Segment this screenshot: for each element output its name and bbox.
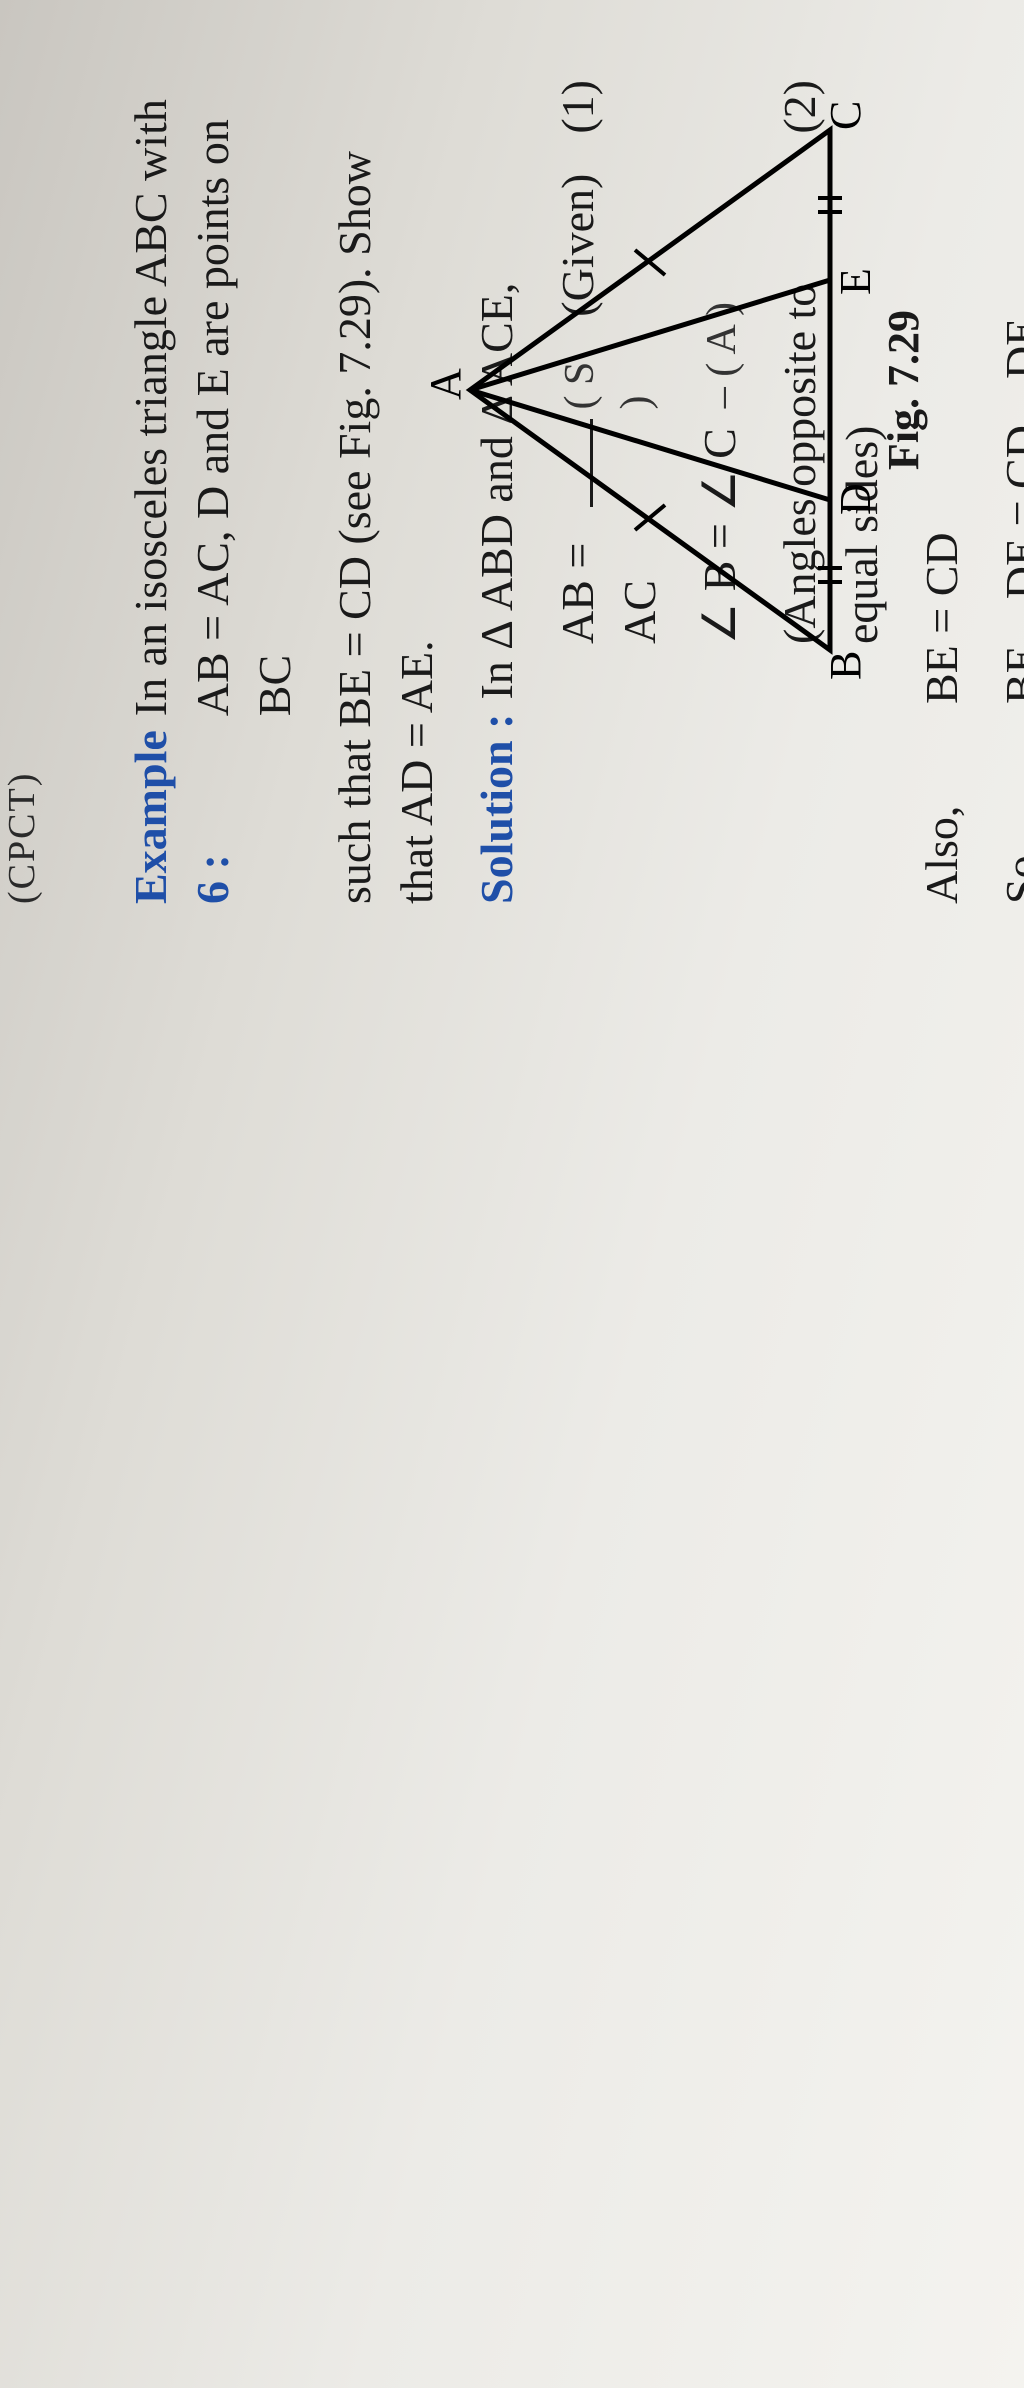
- vertex-d: D: [831, 483, 870, 515]
- vertex-e: E: [831, 268, 870, 295]
- vertex-a: A: [430, 368, 470, 400]
- cropped-top-line: (CPCT): [0, 0, 46, 1024]
- example-text-1: In an isosceles triangle ABC with AB = A…: [120, 80, 306, 716]
- edge-ae: [470, 280, 830, 390]
- figure-caption: Fig. 7.29: [878, 80, 929, 700]
- triangle-figure: A B C D E: [430, 90, 870, 690]
- example-line-1: Example 6 : In an isosceles triangle ABC…: [120, 80, 306, 904]
- example-label: Example 6 :: [120, 730, 244, 904]
- rotated-content: (CPCT) Example 6 : In an isosceles trian…: [0, 0, 1024, 1024]
- crop-text: (CPCT): [1, 772, 43, 904]
- vertex-b: B: [821, 651, 870, 680]
- so-label: So,: [991, 704, 1024, 904]
- so-line: So, BE – DE = CD – DE: [991, 80, 1024, 904]
- edge-ad: [470, 390, 830, 500]
- also-label: Also,: [911, 704, 973, 904]
- vertex-c: C: [821, 101, 870, 130]
- page: (CPCT) Example 6 : In an isosceles trian…: [0, 0, 1024, 2388]
- step6-eq: BE – DE = CD – DE: [991, 318, 1024, 704]
- figure-wrap: A B C D E Fig. 7.29: [430, 80, 929, 700]
- triangle-abc: [470, 130, 830, 650]
- solution-label: Solution :: [466, 714, 528, 904]
